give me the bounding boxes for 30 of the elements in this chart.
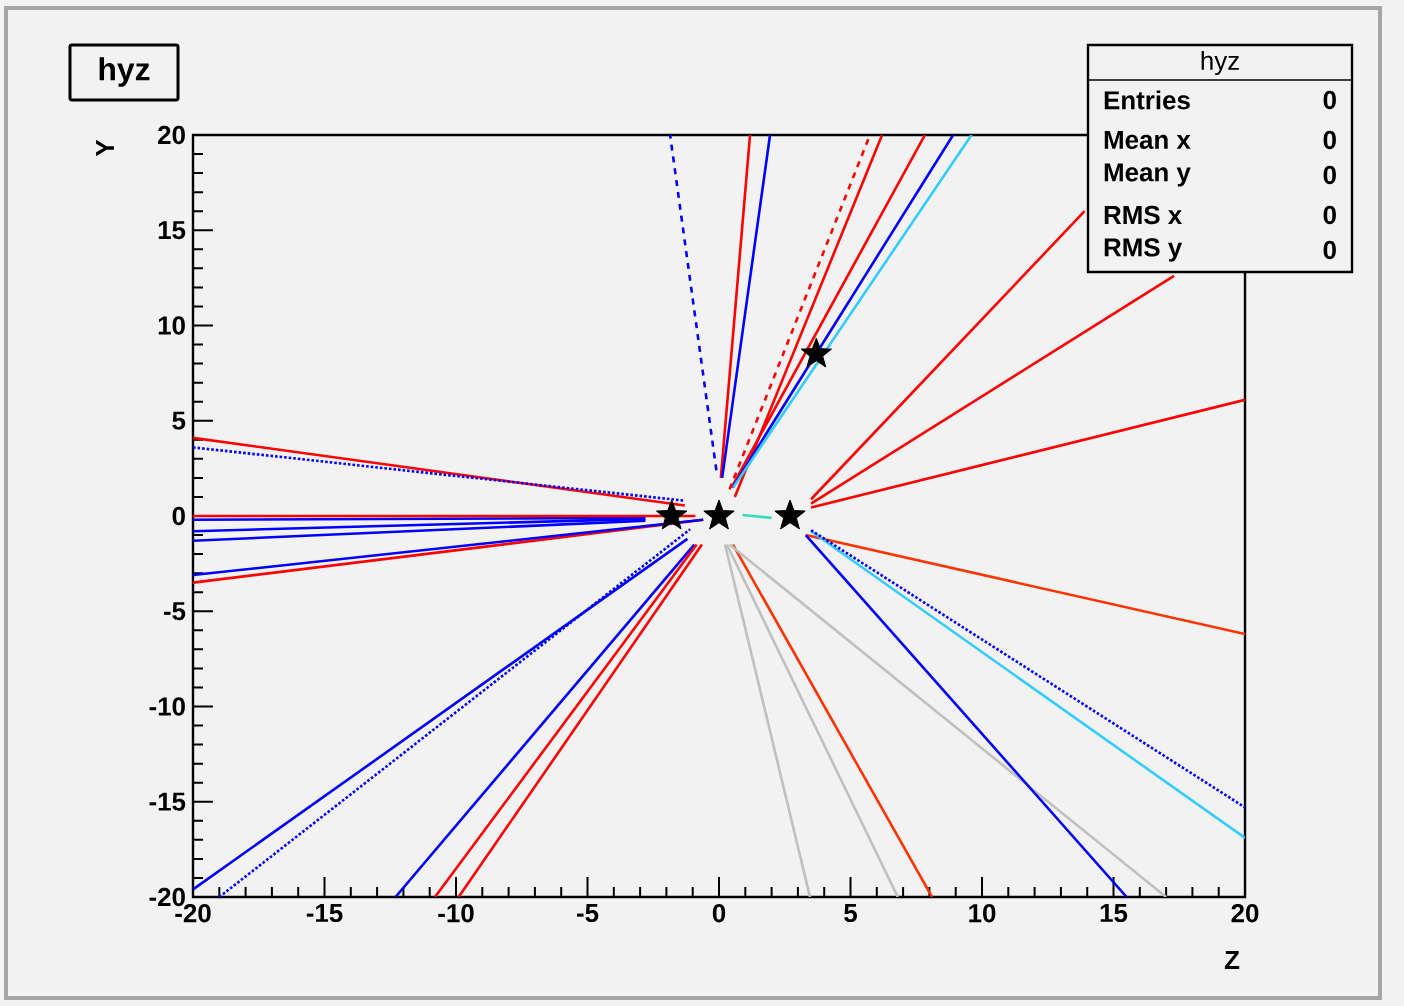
x-axis-title: Z <box>1224 951 1240 969</box>
x-tick-label: -15 <box>306 904 343 923</box>
y-tick-label: 0 <box>172 506 185 526</box>
y-tick-label: -5 <box>163 602 186 621</box>
text: 0 <box>1323 240 1336 260</box>
y-tick-label: -10 <box>149 697 185 716</box>
x-tick-label: -10 <box>438 904 474 923</box>
text: 0 <box>1323 165 1336 185</box>
text: 0 <box>1323 205 1336 225</box>
chart-title: hyz <box>99 57 150 87</box>
x-tick-label: 5 <box>844 904 857 923</box>
y-tick-label: 10 <box>158 316 185 335</box>
annotation: RMS y <box>1104 238 1183 262</box>
y-tick-label: 5 <box>172 411 186 430</box>
annotation: Mean y <box>1104 163 1191 187</box>
text: Entries <box>1104 90 1190 110</box>
x-tick-label: 0 <box>712 904 726 923</box>
text: 0 <box>1323 90 1336 110</box>
x-tick-label: 15 <box>1100 904 1128 923</box>
x-tick-label: 10 <box>969 904 996 923</box>
text: 0 <box>1323 130 1336 150</box>
text: hyz <box>1201 50 1239 76</box>
y-tick-label: 15 <box>158 221 186 240</box>
x-tick-label: -5 <box>576 904 599 923</box>
x-tick-label: 20 <box>1231 904 1259 923</box>
y-tick-label: 20 <box>158 125 185 145</box>
y-axis-title: Y <box>96 139 114 157</box>
annotation: Mean x <box>1104 130 1191 150</box>
annotation: RMS x <box>1104 205 1182 225</box>
y-tick-label: -15 <box>149 792 186 811</box>
